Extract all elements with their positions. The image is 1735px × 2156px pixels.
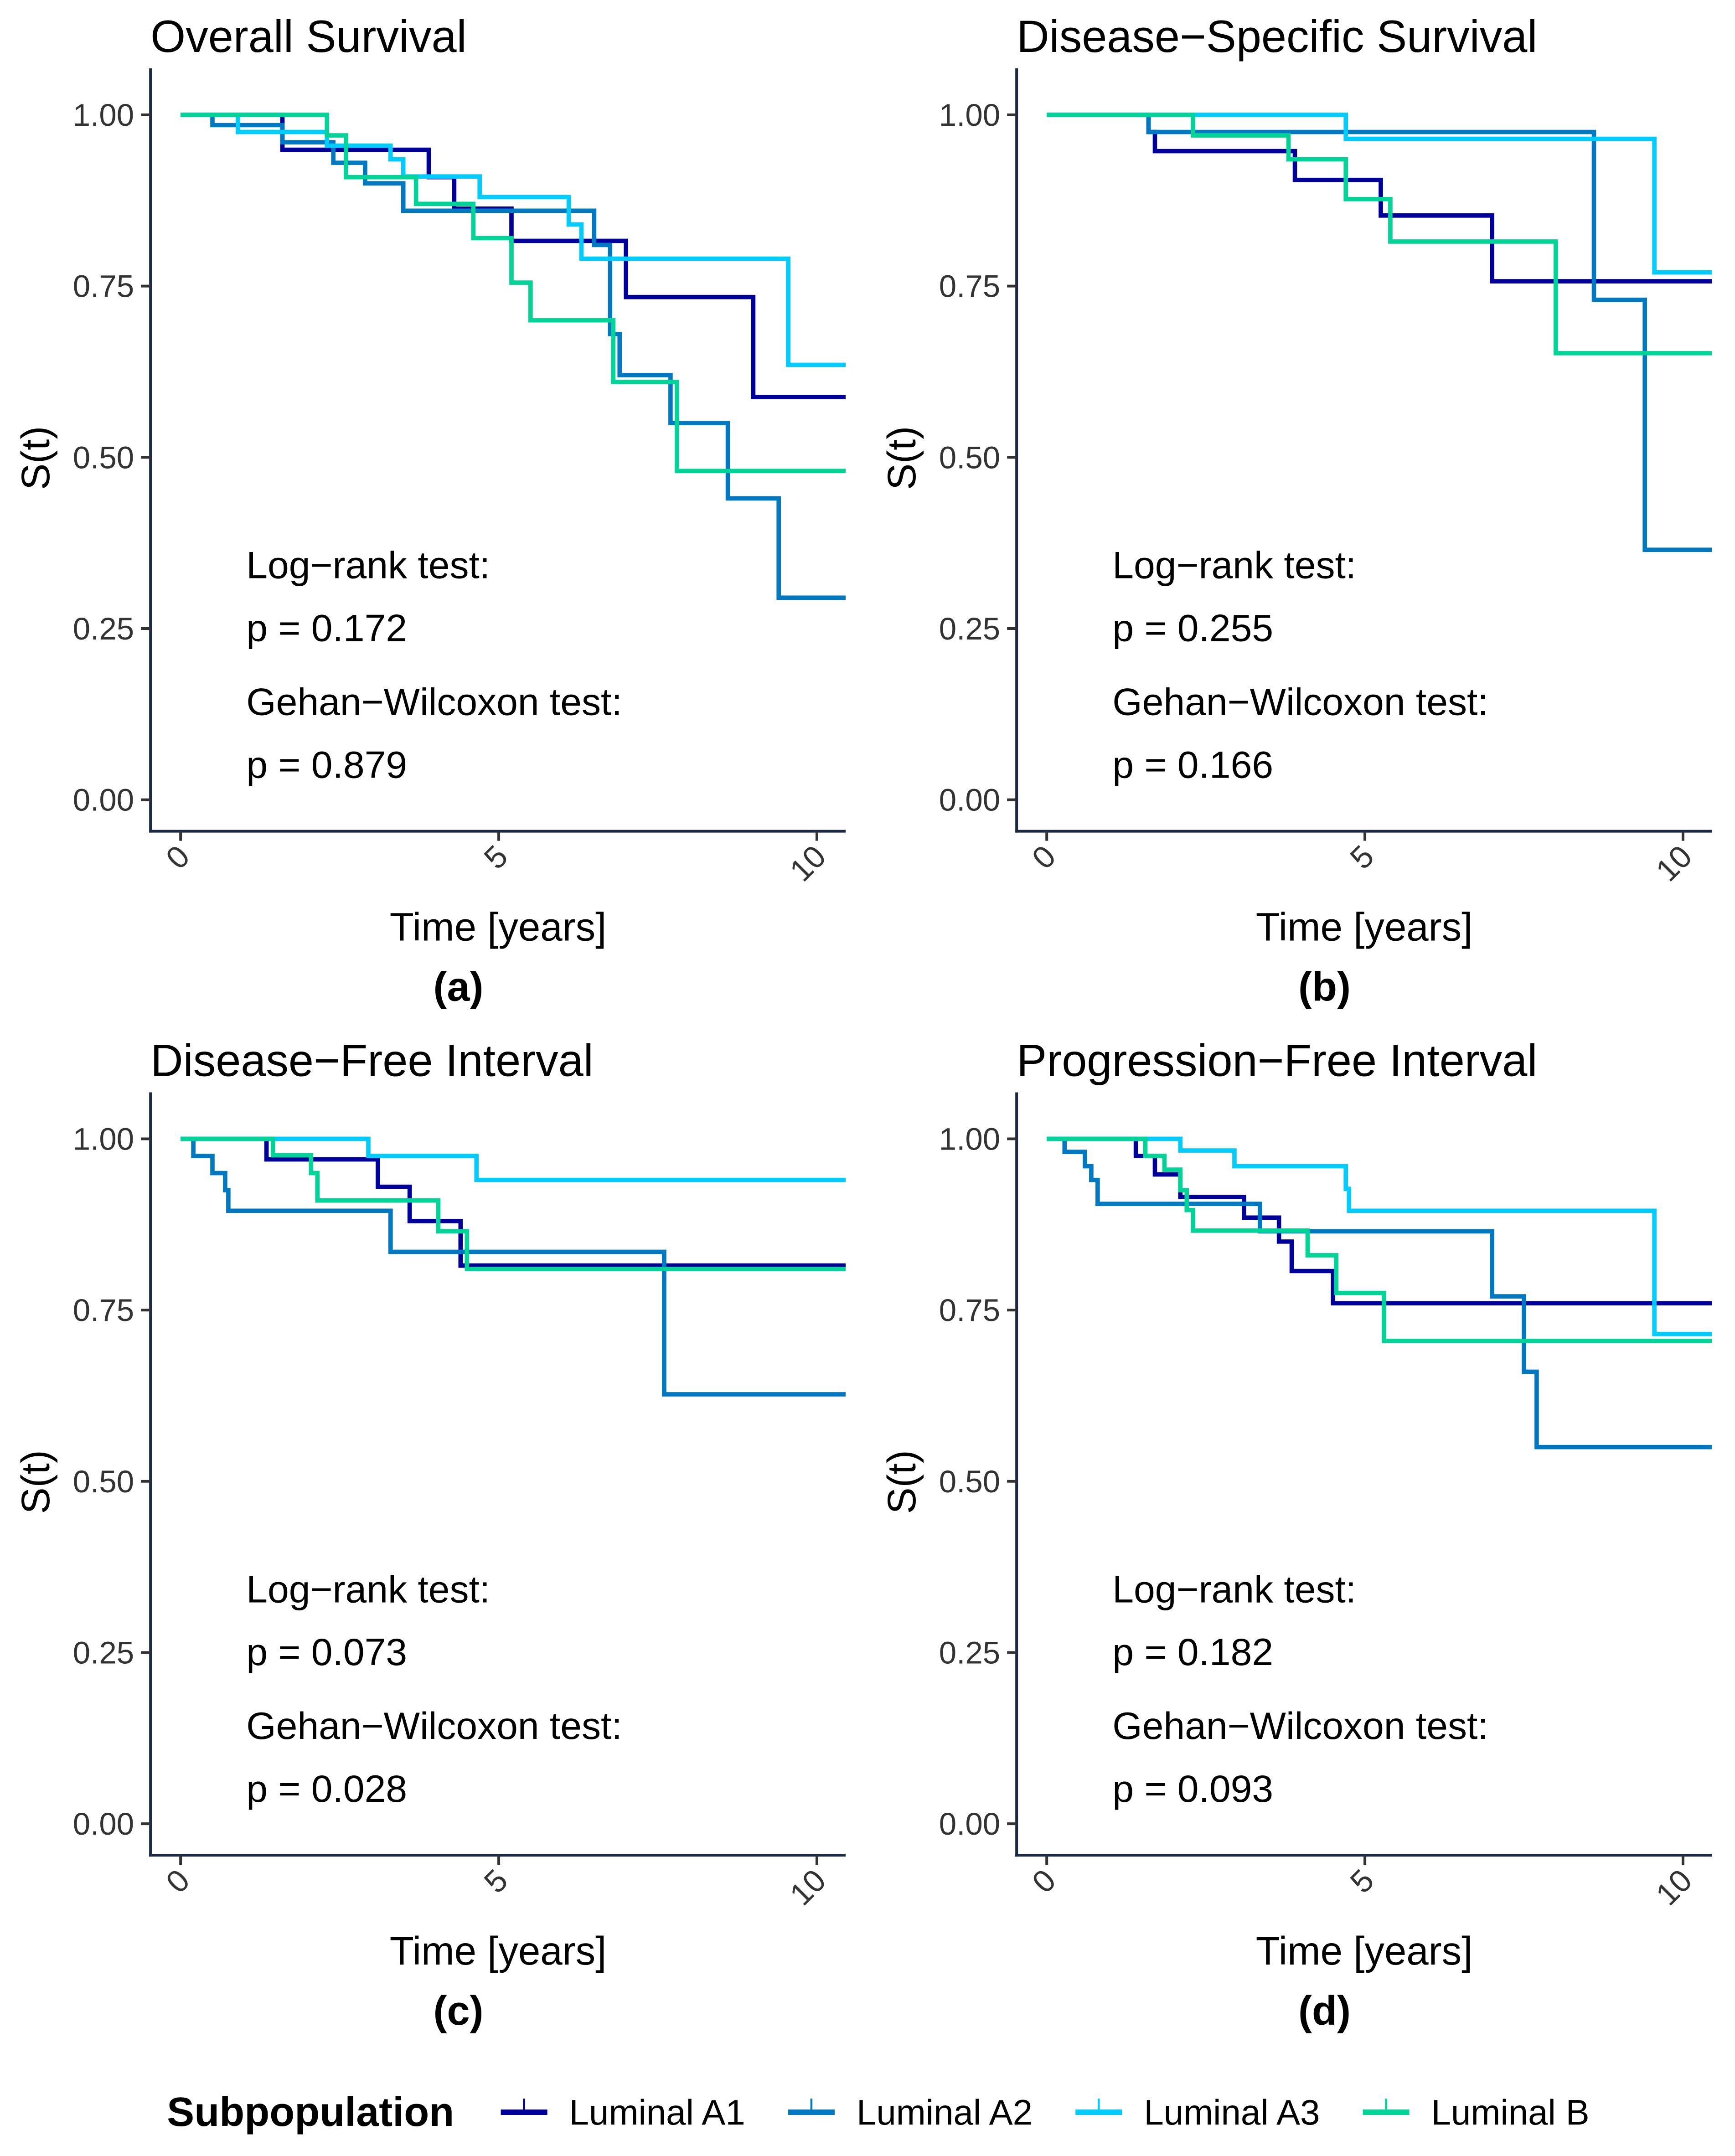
km-curve-luminal-a2 <box>181 1136 846 1397</box>
x-axis-label: Time [years] <box>1256 905 1473 949</box>
km-curve-luminal-b <box>1047 113 1712 356</box>
y-tick-label: 1.00 <box>939 98 1000 133</box>
y-tick-label: 0.25 <box>73 1635 134 1671</box>
panel-title: Disease−Free Interval <box>150 1035 594 1086</box>
y-tick-label: 0.75 <box>73 1293 134 1328</box>
y-tick-label: 0.75 <box>939 269 1000 304</box>
x-tick-label: 5 <box>1343 839 1381 876</box>
test-annotation: p = 0.255 <box>1112 607 1273 650</box>
y-axis-label: S(t) <box>880 1450 924 1514</box>
x-tick-label: 0 <box>1025 1862 1063 1900</box>
legend-label: Luminal A2 <box>857 2092 1033 2132</box>
x-tick-label: 5 <box>477 839 515 876</box>
y-tick-label: 0.25 <box>939 611 1000 646</box>
x-tick-label: 0 <box>159 839 196 876</box>
panel-label: (c) <box>434 1988 484 2034</box>
test-annotation: p = 0.166 <box>1112 743 1273 786</box>
km-curve-luminal-a3 <box>1047 1136 1712 1336</box>
y-tick-label: 0.00 <box>73 1806 134 1841</box>
km-panel-d: Progression−Free Interval 0.00 0.25 0.50 0.7… <box>880 1035 1712 2034</box>
y-tick-label: 0.75 <box>73 269 134 304</box>
legend-item: Luminal B <box>1363 2092 1590 2132</box>
test-annotation: Log−rank test: <box>1112 544 1356 587</box>
test-annotation: Gehan−Wilcoxon test: <box>1112 681 1488 723</box>
y-tick-label: 1.00 <box>73 98 134 133</box>
panel-label: (d) <box>1298 1988 1351 2034</box>
legend-item: Luminal A2 <box>788 2092 1033 2132</box>
km-curve-luminal-a2 <box>1047 1136 1712 1449</box>
x-axis-label: Time [years] <box>1256 1929 1473 1973</box>
y-tick-label: 1.00 <box>939 1121 1000 1156</box>
x-axis-label: Time [years] <box>390 905 607 949</box>
panel-label: (b) <box>1298 965 1351 1010</box>
x-tick-label: 0 <box>159 1862 196 1900</box>
test-annotation: Log−rank test: <box>246 544 490 587</box>
test-annotation: Gehan−Wilcoxon test: <box>1112 1704 1488 1747</box>
km-curve-luminal-a1 <box>181 1136 846 1268</box>
y-tick-label: 1.00 <box>73 1121 134 1156</box>
km-curve-luminal-a2 <box>181 113 846 600</box>
y-tick-label: 0.25 <box>939 1635 1000 1671</box>
legend-item: Luminal A1 <box>501 2092 745 2132</box>
x-tick-label: 10 <box>783 839 833 888</box>
km-curve-luminal-b <box>181 1136 846 1271</box>
legend: Subpopulation Luminal A1 Luminal A2 Luminal… <box>167 2089 1589 2135</box>
test-annotation: Log−rank test: <box>1112 1568 1356 1610</box>
km-curve-luminal-a3 <box>1047 113 1712 275</box>
panel-title: Progression−Free Interval <box>1017 1035 1537 1086</box>
y-tick-label: 0.00 <box>73 783 134 818</box>
test-annotation: p = 0.028 <box>246 1767 407 1810</box>
km-curve-luminal-b <box>181 113 846 474</box>
km-panel-a: Overall Survival 0.00 0.25 0.50 0.75 1.00 0 5 10… <box>14 11 846 1010</box>
panel-label: (a) <box>434 965 484 1010</box>
y-tick-label: 0.75 <box>939 1293 1000 1328</box>
y-tick-label: 0.50 <box>939 440 1000 475</box>
y-axis-label: S(t) <box>14 1450 58 1514</box>
km-curve-luminal-a1 <box>1047 1136 1712 1305</box>
x-tick-label: 5 <box>1343 1862 1381 1900</box>
x-tick-label: 10 <box>1649 1862 1699 1912</box>
legend-label: Luminal B <box>1431 2092 1590 2132</box>
legend-item: Luminal A3 <box>1075 2092 1320 2132</box>
x-tick-label: 10 <box>1649 839 1699 888</box>
y-tick-label: 0.25 <box>73 611 134 646</box>
km-curve-luminal-b <box>1047 1136 1712 1343</box>
y-tick-label: 0.50 <box>73 1464 134 1499</box>
panel-title: Disease−Specific Survival <box>1017 11 1537 62</box>
legend-title: Subpopulation <box>167 2089 454 2135</box>
y-tick-label: 0.00 <box>939 1806 1000 1841</box>
panel-title: Overall Survival <box>150 11 466 62</box>
km-panel-c: Disease−Free Interval 0.00 0.25 0.50 0.75 1.0… <box>14 1035 846 2034</box>
y-axis-label: S(t) <box>880 426 924 490</box>
test-annotation: p = 0.172 <box>246 607 407 650</box>
test-annotation: p = 0.879 <box>246 743 407 786</box>
y-tick-label: 0.00 <box>939 783 1000 818</box>
x-tick-label: 10 <box>783 1862 833 1912</box>
x-tick-label: 5 <box>477 1862 515 1900</box>
y-axis-label: S(t) <box>14 426 58 490</box>
x-axis-label: Time [years] <box>390 1929 607 1973</box>
km-curve-luminal-a3 <box>181 1136 846 1182</box>
test-annotation: Gehan−Wilcoxon test: <box>246 1704 622 1747</box>
test-annotation: p = 0.093 <box>1112 1767 1273 1810</box>
x-tick-label: 0 <box>1025 839 1063 876</box>
km-curve-luminal-a3 <box>181 113 846 367</box>
test-annotation: p = 0.182 <box>1112 1630 1273 1673</box>
y-tick-label: 0.50 <box>73 440 134 475</box>
km-curve-luminal-a2 <box>1047 113 1712 552</box>
test-annotation: p = 0.073 <box>246 1630 407 1673</box>
legend-label: Luminal A1 <box>569 2092 745 2132</box>
km-panel-b: Disease−Specific Survival 0.00 0.25 0.50 0.7… <box>880 11 1712 1010</box>
y-tick-label: 0.50 <box>939 1464 1000 1499</box>
legend-label: Luminal A3 <box>1144 2092 1320 2132</box>
test-annotation: Log−rank test: <box>246 1568 490 1610</box>
test-annotation: Gehan−Wilcoxon test: <box>246 681 622 723</box>
